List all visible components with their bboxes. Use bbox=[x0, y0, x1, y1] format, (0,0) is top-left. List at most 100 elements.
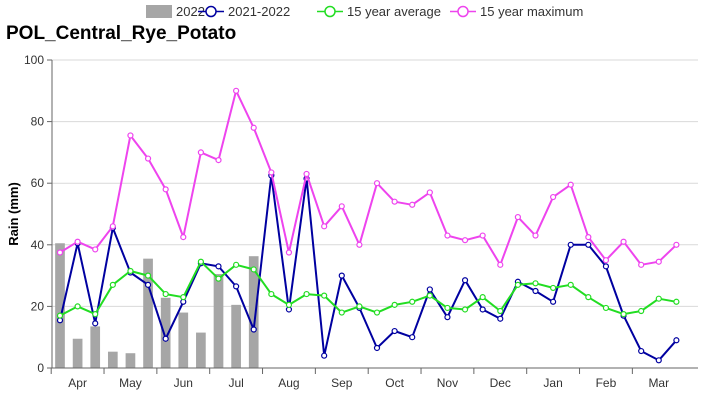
data-point bbox=[197, 258, 204, 265]
data-point bbox=[585, 241, 592, 248]
bar bbox=[55, 243, 65, 368]
data-point bbox=[444, 314, 451, 321]
data-point bbox=[409, 334, 416, 341]
data-point bbox=[585, 294, 592, 301]
data-point bbox=[602, 257, 610, 264]
legend-item[interactable]: 15 year maximum bbox=[450, 4, 583, 19]
data-point bbox=[92, 246, 99, 253]
x-tick-label: Jun bbox=[174, 376, 193, 390]
data-point bbox=[567, 181, 574, 188]
data-point bbox=[602, 263, 610, 270]
data-point bbox=[567, 281, 574, 288]
data-point bbox=[409, 298, 416, 305]
bar bbox=[90, 326, 101, 368]
data-point bbox=[92, 311, 99, 318]
data-point bbox=[233, 87, 240, 94]
data-point bbox=[409, 201, 416, 208]
x-tick-label: Sep bbox=[331, 376, 353, 390]
y-tick-label: 100 bbox=[24, 53, 44, 67]
data-point bbox=[673, 241, 680, 248]
data-point bbox=[426, 292, 433, 299]
legend-marker bbox=[205, 5, 217, 18]
data-point bbox=[391, 301, 398, 308]
data-point bbox=[673, 298, 680, 305]
data-point bbox=[56, 312, 64, 319]
data-point bbox=[56, 249, 64, 256]
data-point bbox=[655, 258, 662, 265]
bar bbox=[178, 312, 189, 368]
data-point bbox=[497, 315, 504, 322]
y-tick-label: 80 bbox=[31, 115, 45, 129]
data-point bbox=[144, 155, 152, 162]
data-point bbox=[338, 309, 345, 316]
data-point bbox=[144, 281, 152, 288]
data-point bbox=[391, 198, 398, 205]
data-point bbox=[426, 189, 433, 196]
legend: 2022 2021-2022 15 year average 15 year maxi… bbox=[146, 4, 583, 19]
data-point bbox=[461, 277, 469, 284]
data-point bbox=[338, 203, 345, 210]
y-tick-label: 20 bbox=[31, 299, 45, 313]
legend-label: 2021-2022 bbox=[228, 4, 290, 19]
series-line bbox=[59, 260, 677, 317]
data-point bbox=[215, 263, 222, 270]
data-point bbox=[109, 281, 116, 288]
data-point bbox=[215, 275, 222, 282]
bar bbox=[160, 297, 171, 368]
x-tick-label: Jul bbox=[228, 376, 243, 390]
legend-item[interactable]: 2021-2022 bbox=[198, 4, 290, 19]
data-point bbox=[373, 180, 381, 187]
data-point bbox=[532, 280, 539, 287]
data-point bbox=[479, 232, 486, 239]
data-point bbox=[444, 304, 451, 312]
data-point bbox=[215, 157, 222, 164]
data-point bbox=[602, 304, 610, 312]
y-tick-label: 40 bbox=[31, 238, 45, 252]
legend-marker bbox=[457, 5, 469, 18]
data-point bbox=[74, 238, 81, 245]
data-point bbox=[461, 306, 469, 313]
legend-item[interactable]: 2022 bbox=[146, 4, 205, 19]
data-point bbox=[655, 295, 662, 302]
data-point bbox=[109, 223, 116, 230]
data-point bbox=[250, 326, 257, 333]
bar bbox=[248, 256, 259, 368]
data-point bbox=[620, 238, 627, 245]
legend-label: 15 year average bbox=[347, 4, 441, 19]
data-point bbox=[162, 335, 169, 342]
data-point bbox=[356, 241, 363, 248]
data-point bbox=[567, 241, 574, 248]
x-tick-label: Oct bbox=[385, 376, 404, 390]
legend-item[interactable]: 15 year average bbox=[317, 4, 441, 19]
x-tick-label: May bbox=[119, 376, 142, 390]
x-tick-label: Dec bbox=[490, 376, 511, 390]
data-point bbox=[673, 337, 680, 344]
x-tick-label: Mar bbox=[648, 376, 669, 390]
data-point bbox=[92, 320, 99, 327]
data-point bbox=[550, 284, 557, 292]
bar bbox=[125, 353, 136, 368]
data-point bbox=[180, 234, 187, 241]
data-point bbox=[162, 186, 169, 193]
data-point bbox=[321, 292, 328, 299]
data-point bbox=[285, 301, 293, 308]
data-point bbox=[638, 347, 645, 355]
data-point bbox=[303, 170, 310, 178]
data-point bbox=[74, 303, 81, 310]
data-point bbox=[373, 344, 381, 352]
data-point bbox=[550, 298, 557, 305]
data-point bbox=[514, 213, 521, 221]
legend-swatch bbox=[146, 5, 172, 18]
x-tick-label: Aug bbox=[278, 376, 299, 390]
data-point bbox=[250, 124, 257, 131]
x-tick-label: Jan bbox=[543, 376, 562, 390]
data-point bbox=[479, 294, 486, 301]
data-point bbox=[391, 327, 398, 335]
data-point bbox=[373, 309, 381, 316]
data-point bbox=[497, 261, 504, 268]
data-point bbox=[162, 290, 169, 298]
data-point bbox=[461, 237, 469, 244]
chart-title: POL_Central_Rye_Potato bbox=[6, 23, 236, 44]
data-point bbox=[233, 283, 240, 290]
